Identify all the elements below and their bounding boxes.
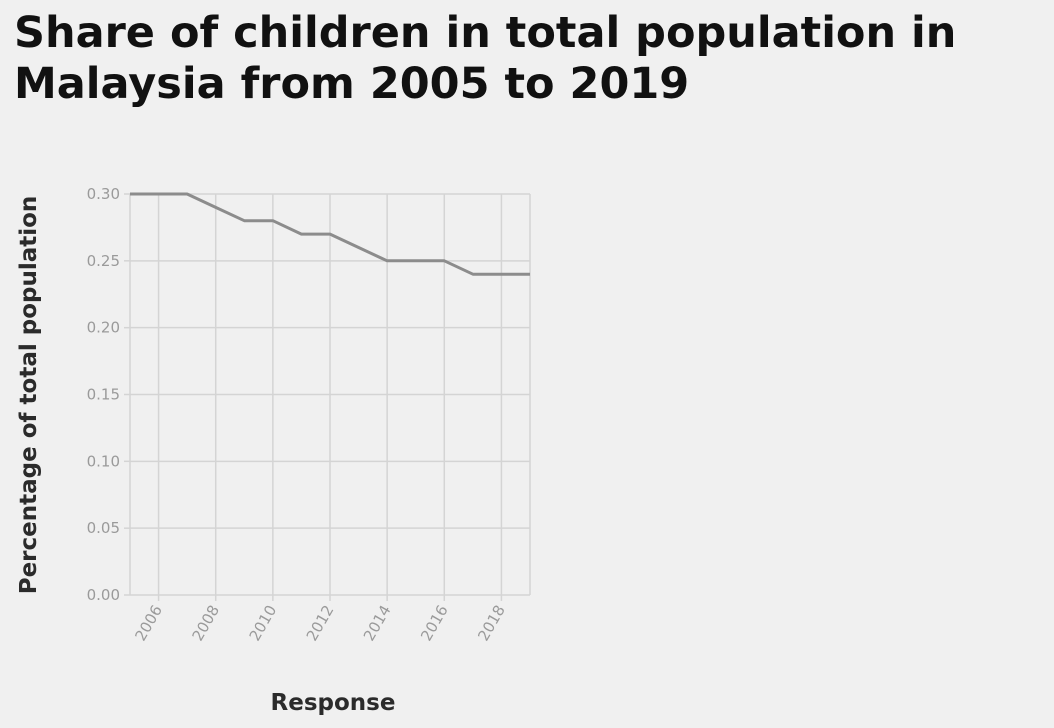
x-tick-label: 2006 <box>131 602 166 644</box>
grid <box>124 193 531 601</box>
y-tick-label: 0.25 <box>87 252 120 270</box>
y-tick-label: 0.20 <box>87 319 120 337</box>
x-tick-label: 2016 <box>417 602 452 644</box>
chart-title: Share of children in total population in… <box>14 8 957 109</box>
y-tick-label: 0.10 <box>87 452 120 470</box>
x-axis-tick-labels: 2006 2008 2010 2012 2014 2016 2018 <box>131 602 509 644</box>
y-tick-label: 0.15 <box>87 386 120 404</box>
x-tick-label: 2018 <box>474 602 509 644</box>
x-tick-label: 2010 <box>246 602 281 644</box>
x-tick-label: 2014 <box>360 602 395 644</box>
y-tick-label: 0.00 <box>87 586 120 604</box>
y-tick-label: 0.05 <box>87 519 120 537</box>
y-axis-title: Percentage of total population <box>16 196 42 595</box>
x-tick-label: 2012 <box>303 602 338 644</box>
y-axis-tick-labels: 0.00 0.05 0.10 0.15 0.20 0.25 0.30 <box>87 185 120 604</box>
x-axis-title: Response <box>271 690 396 716</box>
series-line <box>130 192 530 276</box>
x-tick-label: 2008 <box>188 602 223 644</box>
y-tick-label: 0.30 <box>87 185 120 203</box>
series <box>130 192 530 276</box>
